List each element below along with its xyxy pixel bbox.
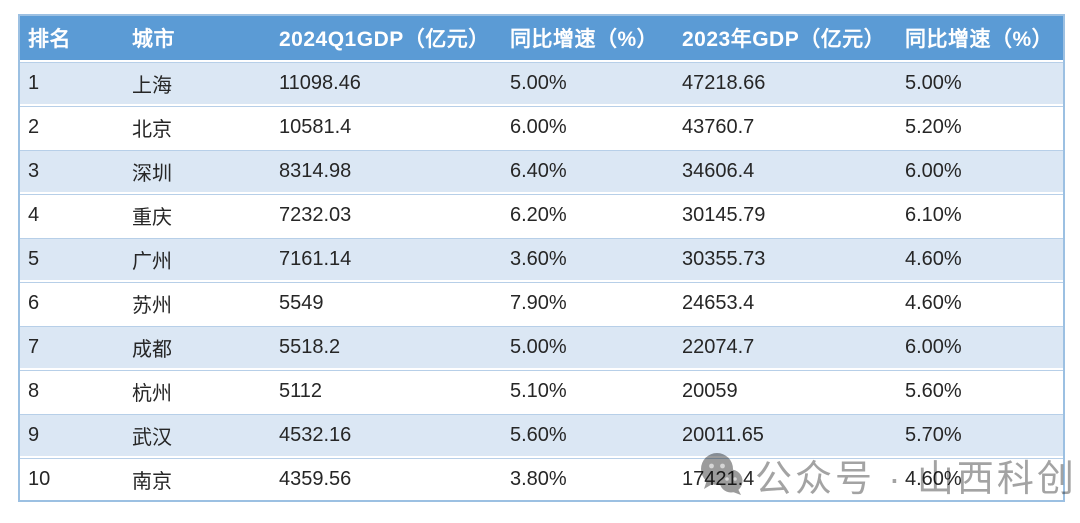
table-row: 3 深圳 8314.98 6.40% 34606.4 6.00%: [20, 148, 1063, 192]
table-cell: 8314.98: [279, 159, 352, 182]
table-row: 1 上海 11098.46 5.00% 47218.66 5.00%: [20, 60, 1063, 104]
gdp-ranking-table: 排名 城市 2024Q1GDP（亿元） 同比增速（%） 2023年GDP（亿元） 同比增速…: [18, 14, 1065, 502]
table-cell: 成都: [132, 338, 172, 361]
table-row: 10 南京 4359.56 3.80% 17421.4 4.60%: [20, 456, 1063, 500]
table-cell: 7: [28, 335, 40, 358]
table-cell: 5.00%: [510, 71, 567, 94]
table-cell: 6.10%: [905, 203, 962, 226]
table-cell: 5112: [279, 379, 323, 402]
header-cell: 同比增速（%）: [510, 28, 659, 51]
table-cell: 3: [28, 159, 40, 182]
table-cell: 3.80%: [510, 467, 567, 490]
table-cell: 22074.7: [682, 335, 755, 358]
table-header-row: 排名 城市 2024Q1GDP（亿元） 同比增速（%） 2023年GDP（亿元） 同比增速…: [20, 16, 1063, 60]
table-cell: 6.40%: [510, 159, 567, 182]
table-cell: 10: [28, 467, 51, 490]
table-cell: 6.00%: [905, 335, 962, 358]
table-cell: 24653.4: [682, 291, 755, 314]
table-cell: 8: [28, 379, 40, 402]
table-cell: 7232.03: [279, 203, 352, 226]
table-cell: 2: [28, 115, 40, 138]
table-cell: 杭州: [132, 382, 172, 405]
header-cell: 同比增速（%）: [905, 28, 1054, 51]
table-cell: 5.10%: [510, 379, 567, 402]
table-cell: 广州: [132, 250, 172, 273]
table-cell: 5549: [279, 291, 324, 314]
table-row: 7 成都 5518.2 5.00% 22074.7 6.00%: [20, 324, 1063, 368]
table-cell: 5.00%: [510, 335, 567, 358]
header-cell: 排名: [28, 28, 71, 51]
table-cell: 6: [28, 291, 40, 314]
table-row: 6 苏州 5549 7.90% 24653.4 4.60%: [20, 280, 1063, 324]
table-cell: 3.60%: [510, 247, 567, 270]
table-cell: 30145.79: [682, 203, 766, 226]
table-cell: 6.20%: [510, 203, 567, 226]
table-cell: 7.90%: [510, 291, 567, 314]
table-cell: 47218.66: [682, 71, 766, 94]
table-cell: 20059: [682, 379, 738, 402]
table-cell: 北京: [132, 118, 172, 141]
table-row: 2 北京 10581.4 6.00% 43760.7 5.20%: [20, 104, 1063, 148]
header-cell: 城市: [132, 28, 175, 51]
table-cell: 17421.4: [682, 467, 755, 490]
table-row: 4 重庆 7232.03 6.20% 30145.79 6.10%: [20, 192, 1063, 236]
table-cell: 6.00%: [510, 115, 567, 138]
table-cell: 6.00%: [905, 159, 962, 182]
table-cell: 武汉: [132, 426, 172, 449]
table-cell: 重庆: [132, 206, 172, 229]
table-cell: 5: [28, 247, 40, 270]
table-cell: 5.00%: [905, 71, 962, 94]
table-cell: 4.60%: [905, 467, 962, 490]
table-row: 5 广州 7161.14 3.60% 30355.73 4.60%: [20, 236, 1063, 280]
table-cell: 4532.16: [279, 423, 352, 446]
header-cell: 2023年GDP（亿元）: [682, 28, 886, 51]
header-cell: 2024Q1GDP（亿元）: [279, 28, 490, 51]
table-row: 9 武汉 4532.16 5.60% 20011.65 5.70%: [20, 412, 1063, 456]
table-cell: 4.60%: [905, 291, 962, 314]
table-cell: 1: [28, 71, 40, 94]
table-cell: 5.60%: [905, 379, 962, 402]
table-cell: 5.70%: [905, 423, 962, 446]
table-cell: 34606.4: [682, 159, 755, 182]
table-cell: 5.60%: [510, 423, 567, 446]
table-cell: 4.60%: [905, 247, 962, 270]
table-cell: 10581.4: [279, 115, 352, 138]
table-cell: 30355.73: [682, 247, 766, 270]
table-cell: 20011.65: [682, 423, 764, 446]
table-cell: 苏州: [132, 294, 172, 317]
table-cell: 上海: [132, 74, 172, 97]
table-row: 8 杭州 5112 5.10% 20059 5.60%: [20, 368, 1063, 412]
table-cell: 5518.2: [279, 335, 341, 358]
table-cell: 4359.56: [279, 467, 352, 490]
table-cell: 南京: [132, 470, 172, 493]
table-cell: 9: [28, 423, 40, 446]
table-cell: 4: [28, 203, 40, 226]
table-body: 1 上海 11098.46 5.00% 47218.66 5.00% 2 北京 10581.4 6…: [20, 60, 1063, 500]
table-cell: 深圳: [132, 162, 172, 185]
table-cell: 11098.46: [279, 71, 361, 94]
table-cell: 7161.14: [279, 247, 352, 270]
table-cell: 5.20%: [905, 115, 962, 138]
table-cell: 43760.7: [682, 115, 755, 138]
